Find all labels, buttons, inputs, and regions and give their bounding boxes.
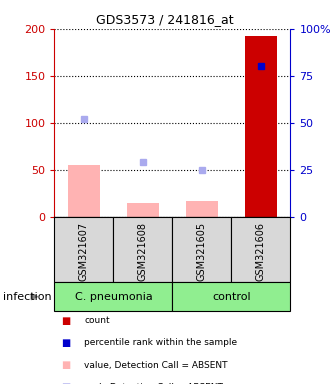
Text: ■: ■ — [61, 338, 70, 348]
Bar — [172, 282, 290, 311]
Text: percentile rank within the sample: percentile rank within the sample — [84, 338, 237, 348]
Text: control: control — [212, 291, 251, 302]
Bar — [127, 203, 159, 217]
Bar — [68, 165, 100, 217]
Text: C. pneumonia: C. pneumonia — [75, 291, 152, 302]
Text: GDS3573 / 241816_at: GDS3573 / 241816_at — [96, 13, 234, 26]
Text: rank, Detection Call = ABSENT: rank, Detection Call = ABSENT — [84, 383, 223, 384]
Text: GSM321607: GSM321607 — [79, 222, 89, 281]
Text: infection: infection — [3, 291, 52, 302]
Text: ■: ■ — [61, 360, 70, 370]
Bar — [54, 282, 172, 311]
Text: GSM321605: GSM321605 — [197, 222, 207, 281]
Text: GSM321606: GSM321606 — [256, 222, 266, 281]
Text: ■: ■ — [61, 316, 70, 326]
Bar — [186, 201, 218, 217]
Text: count: count — [84, 316, 110, 325]
Text: ■: ■ — [61, 382, 70, 384]
Bar — [231, 217, 290, 282]
Text: value, Detection Call = ABSENT: value, Detection Call = ABSENT — [84, 361, 228, 370]
Bar — [172, 217, 231, 282]
Bar — [114, 217, 173, 282]
Bar — [54, 217, 114, 282]
Bar — [245, 36, 277, 217]
Text: GSM321608: GSM321608 — [138, 222, 148, 281]
